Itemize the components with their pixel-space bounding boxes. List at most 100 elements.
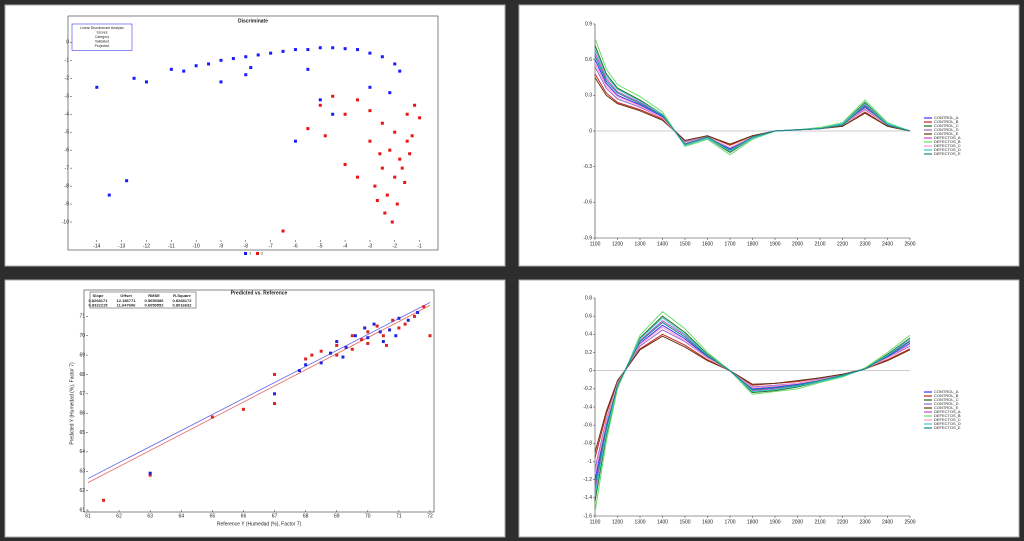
point xyxy=(107,193,111,197)
point xyxy=(394,334,398,338)
x-tick-label: 1700 xyxy=(724,519,735,525)
point xyxy=(319,361,323,365)
legend-label: DEFECTOS_B xyxy=(934,139,961,144)
point xyxy=(397,326,401,330)
legend-label: DEFECTOS_D xyxy=(934,421,961,426)
point xyxy=(378,152,382,156)
point xyxy=(428,334,432,338)
y-tick-label: -4 xyxy=(65,112,70,118)
point xyxy=(132,76,136,80)
y-tick-label: 63 xyxy=(79,469,85,475)
x-tick-label: 2500 xyxy=(904,241,915,247)
point xyxy=(331,46,335,50)
point xyxy=(210,415,214,419)
point xyxy=(383,211,387,215)
info-text: Linear Discriminant Analysis xyxy=(80,26,124,30)
point xyxy=(323,134,327,138)
legend-label: CONTROL_E xyxy=(934,131,959,136)
legend-label: CONTROL_A xyxy=(934,115,959,120)
x-tick-label: -14 xyxy=(93,243,100,249)
point xyxy=(397,316,401,320)
y-tick-label: -0.4 xyxy=(583,404,592,410)
point xyxy=(144,80,148,84)
x-tick-label: 2000 xyxy=(792,241,803,247)
x-tick-label: -8 xyxy=(244,243,249,249)
point xyxy=(219,80,223,84)
point xyxy=(310,353,314,357)
legend-label: CONTROL_A xyxy=(934,389,959,394)
legend-label: DEFECTOS_C xyxy=(934,143,961,148)
point xyxy=(319,349,323,353)
point xyxy=(350,347,354,351)
legend-label: DEFECTOS_A xyxy=(934,135,961,140)
point xyxy=(304,357,308,361)
stats-cell: 0.8268171 xyxy=(89,298,109,303)
point xyxy=(372,322,376,326)
stats-cell: 0.5655386 xyxy=(145,298,165,303)
y-tick-label: -0.6 xyxy=(583,422,592,428)
x-tick-label: 71 xyxy=(396,513,402,519)
fit-line xyxy=(87,305,431,483)
x-tick-label: 62 xyxy=(116,513,122,519)
point xyxy=(148,473,152,477)
point xyxy=(363,326,367,330)
x-tick-label: -12 xyxy=(143,243,150,249)
stats-header: Slope xyxy=(93,293,105,298)
legend-label: CONTROL_D xyxy=(934,401,959,406)
plot-frame xyxy=(67,15,439,251)
x-tick-label: 69 xyxy=(334,513,340,519)
stats-header: R-Square xyxy=(173,293,192,298)
point xyxy=(356,48,360,52)
legend-swatch xyxy=(244,252,247,255)
point xyxy=(207,62,211,66)
point xyxy=(249,66,253,70)
point xyxy=(329,351,333,355)
x-tick-label: 2300 xyxy=(859,519,870,525)
point xyxy=(405,112,409,116)
x-tick-label: -10 xyxy=(193,243,200,249)
x-tick-label: 2200 xyxy=(837,519,848,525)
y-tick-label: 61 xyxy=(79,507,85,513)
y-tick-label: -1 xyxy=(65,58,70,64)
point xyxy=(343,163,347,167)
y-tick-label: -0.8 xyxy=(583,441,592,447)
x-tick-label: 2000 xyxy=(792,519,803,525)
point xyxy=(366,341,370,345)
point xyxy=(388,328,392,332)
point xyxy=(341,355,345,359)
point xyxy=(398,69,402,73)
point xyxy=(393,130,397,134)
panel xyxy=(518,279,1020,538)
legend-label: CONTROL_B xyxy=(934,393,959,398)
point xyxy=(306,67,310,71)
legend-label: DEFECTOS_A xyxy=(934,409,961,414)
stats-cell: 0.8016632 xyxy=(173,303,193,308)
stats-cell: 11.647606 xyxy=(117,303,136,308)
y-tick-label: 65 xyxy=(79,430,85,436)
x-tick-label: 2500 xyxy=(904,519,915,525)
legend-label: DEFECTOS_E xyxy=(934,425,961,430)
panel xyxy=(518,4,1020,267)
legend-label: CONTROL_C xyxy=(934,397,959,402)
x-tick-label: 1200 xyxy=(612,519,623,525)
x-tick-label: 63 xyxy=(147,513,153,519)
stats-header: RMSE xyxy=(148,293,160,298)
x-tick-label: 1100 xyxy=(590,519,601,525)
legend-label: CONTROL_C xyxy=(934,123,959,128)
legend-label: CONTROL_E xyxy=(934,405,959,410)
point xyxy=(306,127,310,131)
x-tick-label: 66 xyxy=(241,513,247,519)
x-tick-label: 2400 xyxy=(882,519,893,525)
fit-line xyxy=(87,302,431,479)
y-tick-label: -0.9 xyxy=(583,235,592,241)
point xyxy=(413,103,417,107)
info-box xyxy=(71,23,133,51)
x-tick-label: -7 xyxy=(268,243,273,249)
point xyxy=(400,166,404,170)
legend-label: CONTROL_D xyxy=(934,127,959,132)
y-tick-label: 0.4 xyxy=(585,332,592,338)
point xyxy=(356,98,360,102)
stats-cell: 0.8322215 xyxy=(89,303,109,308)
point xyxy=(343,47,347,51)
y-tick-label: -5 xyxy=(65,130,70,136)
